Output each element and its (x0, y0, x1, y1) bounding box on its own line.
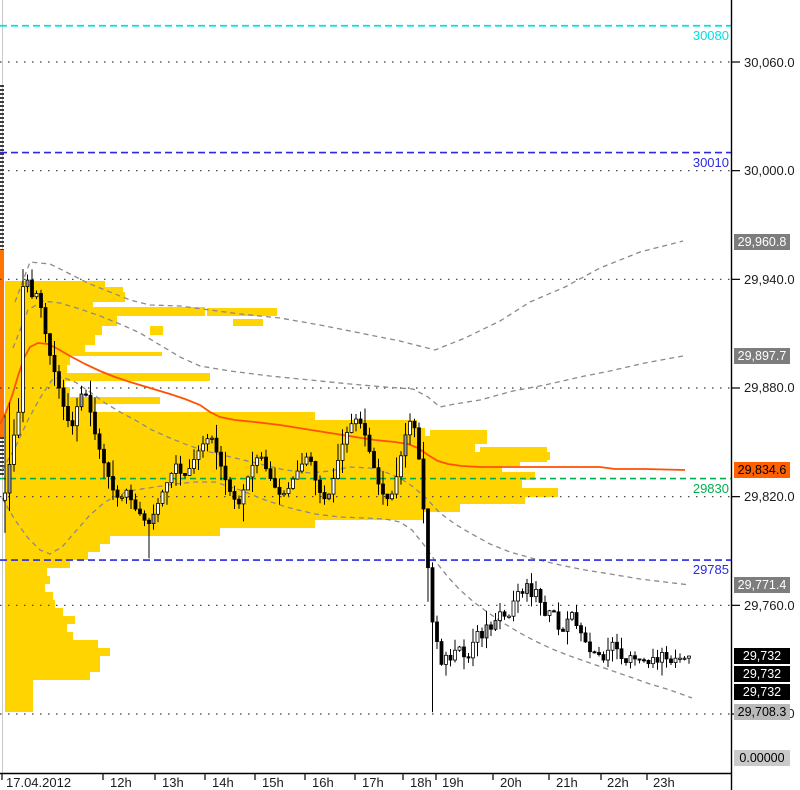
price-badge: 0.00000 (734, 750, 790, 766)
price-tick-label: 30,000.0 (744, 163, 795, 179)
time-tick-label: 17h (362, 775, 384, 790)
level-label: 29830 (692, 480, 729, 496)
time-tick-label: 20h (500, 775, 522, 790)
moving-average-line (0, 342, 686, 471)
left-edge-profile (0, 85, 4, 475)
level-label: 30010 (692, 154, 729, 170)
band-plus2 (14, 240, 684, 351)
level-lines (0, 24, 731, 561)
price-badge: 29,732 (734, 684, 790, 700)
level-label: 29785 (692, 562, 729, 578)
time-tick-label: 14h (212, 775, 234, 790)
price-badge: 29,732 (734, 648, 790, 664)
price-tick-label: 29,820.0 (744, 489, 795, 505)
time-tick-label: 18h (410, 775, 432, 790)
price-tick-label: 29,940.0 (744, 271, 795, 287)
time-tick-label: 12h (110, 775, 132, 790)
price-badge: 29,708.3 (734, 704, 790, 720)
time-tick-label: 21h (556, 775, 578, 790)
time-tick-label: 15h (262, 775, 284, 790)
time-tick-label: 22h (607, 775, 629, 790)
band-minus1 (1, 376, 691, 586)
price-tick-label: 29,880.0 (744, 380, 795, 396)
price-tick-label: 29,760.0 (744, 597, 795, 613)
time-tick-label: 23h (653, 775, 675, 790)
plot-layers (0, 0, 731, 773)
time-tick-label: 13h (162, 775, 184, 790)
price-tick-label: 30,060.0 (744, 54, 795, 70)
band-plus1 (12, 300, 684, 408)
candles (3, 269, 691, 713)
price-badge: 29,960.8 (734, 233, 790, 250)
time-tick-label: 17.04.2012 (6, 775, 72, 790)
price-gridlines (0, 61, 731, 715)
price-badge: 29,771.4 (734, 576, 790, 593)
price-badge: 29,834.6 (734, 462, 790, 479)
bollinger-bands (1, 240, 693, 699)
volume-profile (5, 281, 558, 712)
price-badge: 29,897.7 (734, 347, 790, 364)
time-tick-label: 16h (312, 775, 334, 790)
time-tick-label: 19h (442, 775, 464, 790)
price-badge: 29,732 (734, 666, 790, 682)
level-label: 30080 (692, 27, 729, 43)
